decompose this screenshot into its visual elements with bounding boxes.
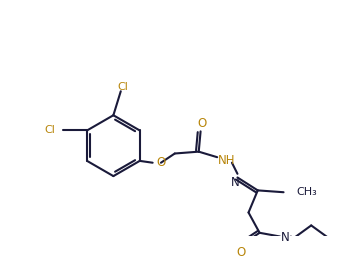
Text: N: N — [231, 176, 240, 189]
Text: O: O — [156, 156, 166, 169]
Text: O: O — [197, 116, 206, 130]
Text: O: O — [236, 246, 246, 256]
Text: N: N — [281, 231, 290, 244]
Text: Cl: Cl — [117, 82, 128, 92]
Text: NH: NH — [218, 154, 235, 167]
Text: Cl: Cl — [44, 125, 55, 135]
Text: CH₃: CH₃ — [296, 187, 317, 197]
